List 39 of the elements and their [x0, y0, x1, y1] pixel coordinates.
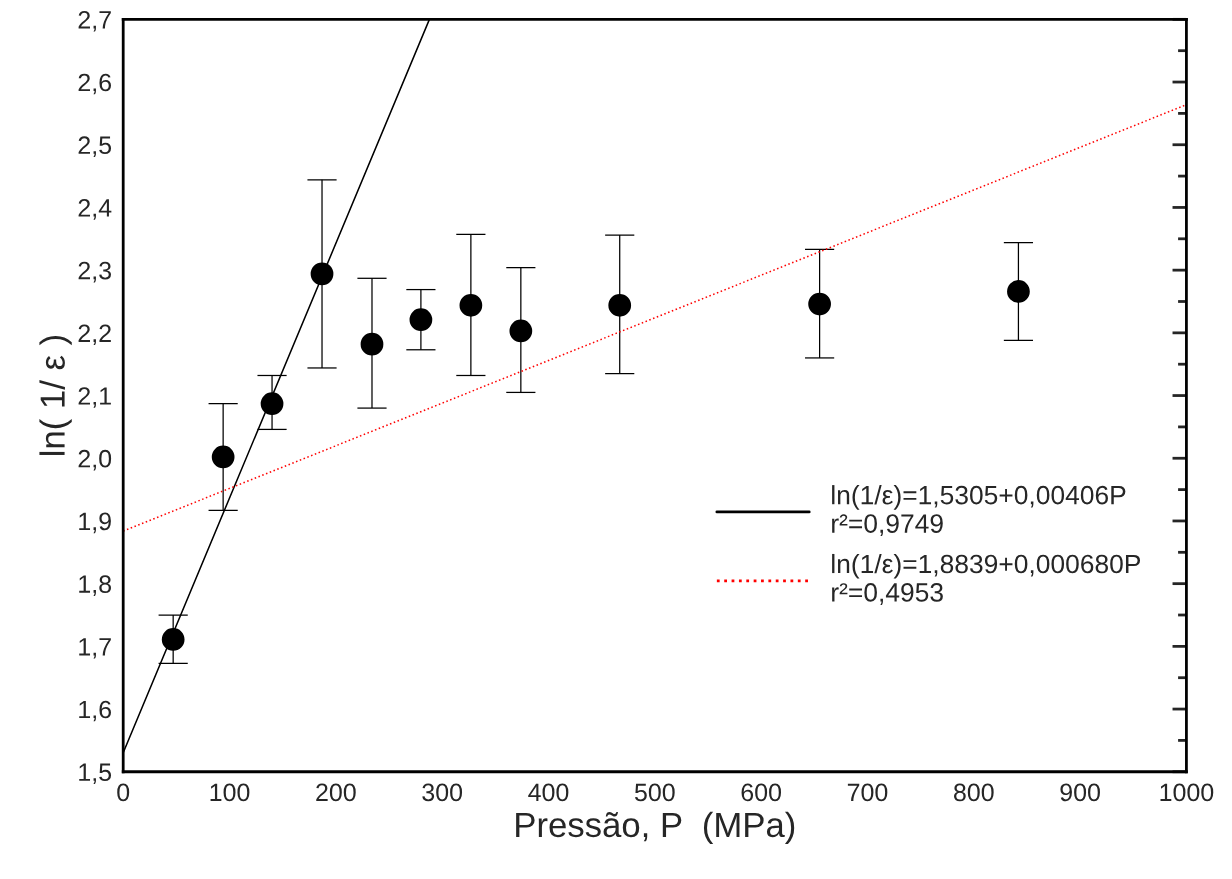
y-tick-label: 2,0	[78, 449, 112, 471]
y-tick-label: 2,4	[78, 199, 112, 220]
point	[1007, 280, 1030, 303]
point	[260, 392, 284, 416]
point	[360, 332, 384, 356]
x-tick-label: 1000	[1160, 783, 1214, 802]
x-tick-label: 800	[954, 783, 994, 802]
x-tick-label: 200	[316, 783, 356, 802]
point	[161, 628, 185, 651]
x-tick-label: 100	[210, 783, 250, 802]
y-tick-label: 2,7	[78, 10, 111, 32]
y-tick-label: 1,5	[79, 763, 112, 785]
y-tick-label: 2,2	[78, 324, 111, 346]
point	[608, 293, 632, 317]
x-tick-label: 700	[847, 783, 888, 802]
x-tick-label: 600	[741, 783, 782, 802]
y-tick-label: 1,7	[79, 638, 111, 659]
point	[509, 319, 533, 343]
legend-label: ln(1/ε)=1,8839+0,000680P r²=0,4953	[832, 553, 1141, 605]
point	[808, 292, 831, 316]
x-axis-title: Pressão, P (MPa)	[516, 811, 795, 845]
y-tick-label: 2,1	[78, 387, 111, 408]
y-tick-label: 1,6	[79, 700, 111, 722]
y-tick-label: 2,3	[78, 261, 111, 283]
x-tick-label: 500	[634, 783, 675, 802]
y-tick-label: 1,8	[79, 575, 111, 596]
y-axis-title: ln( 1/ ε )	[39, 335, 72, 455]
point	[211, 445, 235, 469]
point	[310, 262, 334, 286]
y-tick-label: 2,6	[78, 73, 111, 95]
x-tick-label: 400	[528, 783, 569, 802]
y-tick-label: 2,5	[78, 136, 112, 157]
x-tick-label: 300	[422, 783, 463, 802]
x-tick-label: 900	[1060, 783, 1100, 802]
point	[409, 308, 433, 332]
legend-label: ln(1/ε)=1,5305+0,00406P r²=0,9749	[832, 485, 1126, 537]
x-tick-label: 0	[117, 783, 130, 802]
point	[459, 293, 483, 317]
y-tick-label: 1,9	[79, 512, 111, 534]
